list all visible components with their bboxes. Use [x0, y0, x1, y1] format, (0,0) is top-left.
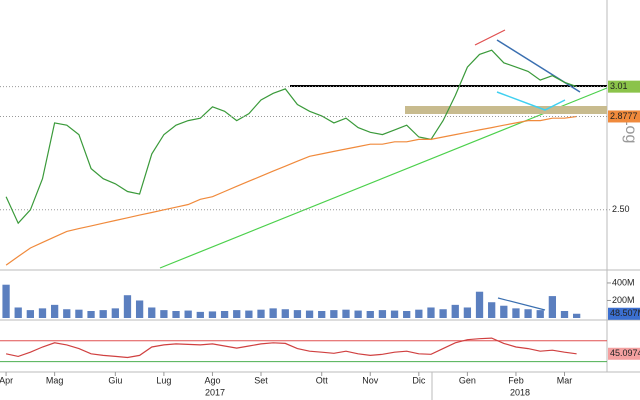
volume-bar	[160, 310, 168, 318]
series-line	[5, 49, 577, 225]
support-band	[405, 106, 607, 114]
x-tick-label: Feb	[508, 375, 524, 385]
volume-bar	[318, 310, 326, 318]
x-tick-label: Set	[254, 375, 268, 385]
volume-bar	[342, 309, 350, 318]
volume-bar	[524, 309, 532, 318]
trendline	[496, 91, 566, 111]
series-line	[5, 115, 577, 266]
volume-bar	[366, 310, 374, 318]
x-tick-label: Dic	[412, 375, 425, 385]
volume-bar	[148, 307, 156, 318]
x-tick-label: Gen	[459, 375, 476, 385]
volume-bar	[427, 307, 435, 318]
volume-bar	[512, 308, 520, 318]
volume-bar	[536, 310, 544, 318]
volume-bar	[305, 310, 314, 318]
volume-bar	[111, 308, 119, 318]
volume-bar	[99, 310, 107, 318]
volume-bar	[330, 310, 338, 318]
value-tag: 2.8777	[610, 111, 638, 121]
volume-bar	[560, 310, 569, 318]
volume-bar	[135, 300, 144, 318]
volume-bar	[38, 308, 47, 318]
volume-bar	[415, 309, 423, 318]
value-tag-bg	[608, 347, 640, 360]
volume-bar	[245, 310, 253, 318]
volume-bar	[172, 310, 180, 318]
x-tick-label: Ott	[316, 375, 329, 385]
value-tag: 48.507M	[610, 308, 640, 318]
volume-bar	[281, 309, 289, 318]
y-tick-label: 400M	[612, 277, 635, 287]
volume-bar	[439, 309, 447, 318]
volume-bar	[390, 310, 399, 318]
value-tag-bg	[608, 110, 640, 123]
x-tick-label: Ago	[204, 375, 220, 385]
series-line	[5, 337, 577, 359]
volume-bar	[220, 310, 229, 318]
volume-bar	[50, 304, 59, 318]
volume-bar	[354, 310, 362, 318]
volume-bar	[488, 302, 496, 318]
volume-bar	[196, 311, 204, 318]
year-label: 2017	[205, 387, 225, 397]
volume-trendline	[497, 297, 546, 311]
volume-bar	[403, 310, 411, 318]
volume-bar	[123, 295, 132, 318]
volume-bar	[2, 284, 10, 318]
x-tick-label: Giu	[108, 375, 122, 385]
volume-bar	[184, 310, 192, 318]
volume-bar	[208, 311, 217, 318]
volume-bar	[293, 310, 302, 318]
volume-bar	[14, 307, 22, 318]
volume-bar	[87, 310, 95, 318]
volume-bar	[378, 310, 387, 318]
year-label: 2018	[510, 387, 530, 397]
value-tag-bg	[608, 80, 640, 93]
y-tick-label: 2.50	[612, 204, 630, 214]
trendline	[474, 29, 506, 46]
volume-bar	[75, 309, 83, 318]
volume-bar	[451, 304, 459, 318]
volume-bar	[257, 309, 265, 318]
volume-bar	[26, 310, 34, 318]
volume-bar	[463, 307, 472, 318]
volume-bar	[233, 310, 241, 318]
x-tick-label: Mag	[46, 375, 64, 385]
scale-label: Log	[622, 117, 639, 144]
value-tag: 3.01	[610, 81, 628, 91]
volume-bar	[573, 313, 581, 318]
trendline	[159, 87, 608, 269]
x-tick-label: Mar	[557, 375, 573, 385]
x-tick-label: Apr	[0, 375, 13, 385]
volume-bar	[500, 305, 508, 318]
volume-bar	[548, 296, 557, 318]
volume-bar	[63, 309, 71, 318]
x-tick-label: Lug	[156, 375, 171, 385]
volume-bar	[269, 308, 277, 318]
value-tag-bg	[608, 307, 640, 320]
value-tag: 45.0974	[610, 348, 640, 358]
volume-bar	[475, 291, 484, 318]
x-tick-label: Nov	[362, 375, 379, 385]
y-tick-label: 200M	[612, 295, 635, 305]
